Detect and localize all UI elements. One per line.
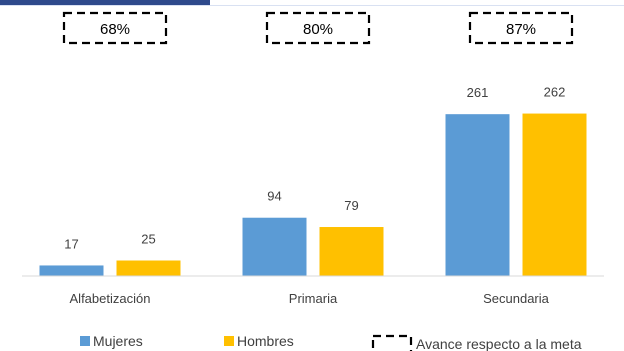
bar-hombres-3 xyxy=(522,113,587,276)
bar-mujeres-2 xyxy=(242,217,307,276)
x-tick-label: Secundaria xyxy=(483,291,550,306)
bars xyxy=(39,113,587,277)
data-label-hombres-1: 25 xyxy=(141,232,155,247)
progress-value-2: 80% xyxy=(303,21,333,38)
bar-mujeres-3 xyxy=(445,114,510,277)
legend-label-progress: Avance respecto a la meta xyxy=(416,336,582,351)
data-labels: 17 25 94 79 261 262 xyxy=(64,85,565,252)
progress-boxes: 68% 80% 87% xyxy=(62,11,574,45)
legend-swatch-progress xyxy=(371,334,413,351)
legend-label-mujeres: Mujeres xyxy=(93,333,143,349)
legend-swatch-hombres xyxy=(224,336,234,346)
x-tick-label: Alfabetización xyxy=(70,291,151,306)
data-label-mujeres-3: 261 xyxy=(467,85,489,100)
data-label-hombres-2: 79 xyxy=(344,198,358,213)
progress-box-2 xyxy=(265,11,371,45)
x-axis-ticks: Alfabetización Primaria Secundaria xyxy=(70,291,550,306)
data-label-mujeres-2: 94 xyxy=(267,189,281,204)
top-accent-bar xyxy=(0,0,210,5)
bar-hombres-1 xyxy=(116,260,181,276)
top-accent-line xyxy=(0,5,624,6)
bar-hombres-2 xyxy=(319,227,384,276)
progress-value-3: 87% xyxy=(506,21,536,38)
legend-swatch-mujeres xyxy=(80,336,90,346)
bar-mujeres-1 xyxy=(39,265,104,276)
progress-box-1 xyxy=(62,11,168,45)
data-label-hombres-3: 262 xyxy=(544,85,566,100)
legend-label-hombres: Hombres xyxy=(237,333,294,349)
x-tick-label: Primaria xyxy=(289,291,338,306)
progress-box-3 xyxy=(468,11,574,45)
legend: Mujeres Hombres Avance respecto a la meta xyxy=(80,333,582,351)
progress-value-1: 68% xyxy=(100,21,130,38)
data-label-mujeres-1: 17 xyxy=(64,236,78,251)
